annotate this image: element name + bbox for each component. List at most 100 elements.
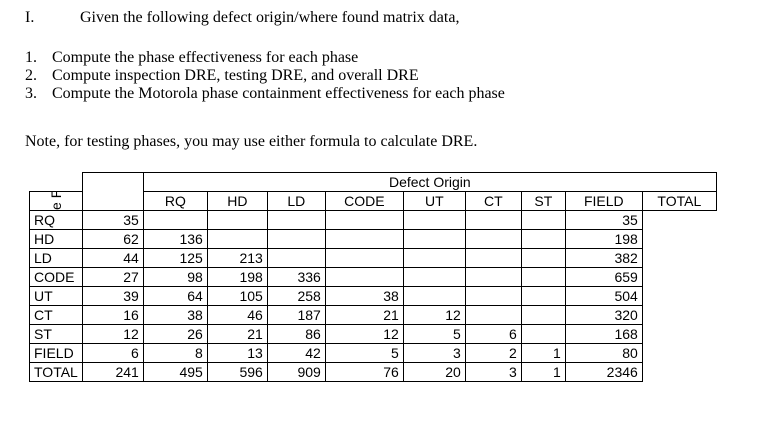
table-cell: 76: [324, 362, 404, 382]
list-item-number: 1.: [25, 49, 37, 66]
column-header: LD: [266, 191, 326, 211]
table-cell: 62: [81, 229, 144, 249]
row-header: FIELD: [29, 343, 83, 363]
table-cell: 86: [266, 324, 326, 344]
table-cell: [402, 286, 466, 306]
column-header: UT: [402, 191, 466, 211]
table-row: FIELD 6 8 13 42 5 3 2 1 80: [29, 343, 717, 363]
table-cell: [266, 229, 326, 249]
defect-origin-header: Defect Origin: [142, 172, 717, 192]
row-header: HD: [29, 229, 83, 249]
table-cell: 6: [81, 343, 144, 363]
defect-matrix-table: Defect Origin Where Found RQ HD LD CODE …: [29, 172, 717, 382]
table-cell: [324, 229, 404, 249]
table-cell: [464, 229, 522, 249]
table-cell: [402, 267, 466, 287]
table-cell: [464, 267, 522, 287]
table-cell: [402, 229, 466, 249]
table-row: CT 16 38 46 187 21 12 320: [29, 305, 717, 325]
row-header: CT: [29, 305, 83, 325]
table-cell: 213: [206, 248, 268, 268]
table-cell: 3: [464, 362, 522, 382]
table-cell: 909: [266, 362, 326, 382]
table-cell: 12: [324, 324, 404, 344]
column-header: CODE: [324, 191, 404, 211]
table-cell: 105: [206, 286, 268, 306]
table-cell: [464, 286, 522, 306]
table-cell: 12: [81, 324, 144, 344]
table-cell: 38: [142, 305, 208, 325]
table-cell: 38: [324, 286, 404, 306]
table-cell: 39: [81, 286, 144, 306]
row-header: CODE: [29, 267, 83, 287]
table-cell: [520, 267, 566, 287]
table-cell: 125: [142, 248, 208, 268]
table-cell: 20: [402, 362, 466, 382]
table-cell: 659: [564, 267, 643, 287]
table-row: LD 44 125 213 382: [29, 248, 717, 268]
list-item-number: 3.: [25, 85, 37, 102]
table-cell: 504: [564, 286, 643, 306]
row-header: LD: [29, 248, 83, 268]
list-item: 2. Compute inspection DRE, testing DRE, …: [25, 67, 505, 85]
table-cell: [464, 248, 522, 268]
table-cell: 1: [520, 343, 566, 363]
table-cell: [520, 305, 566, 325]
table-cell: 21: [324, 305, 404, 325]
table-cell: 1: [520, 362, 566, 382]
list-item-text: Compute the phase effectiveness for each…: [52, 49, 359, 66]
column-header: FIELD: [564, 191, 643, 211]
table-cell: 2346: [564, 362, 643, 382]
column-header: ST: [520, 191, 566, 211]
note-text: Note, for testing phases, you may use ei…: [25, 133, 478, 150]
table-cell: 42: [266, 343, 326, 363]
table-cell: [464, 210, 522, 230]
table-cell: 5: [324, 343, 404, 363]
table-cell: [520, 248, 566, 268]
table-cell: [520, 286, 566, 306]
table-cell: 382: [564, 248, 643, 268]
corner-blank: [81, 191, 144, 211]
table-cell: [520, 229, 566, 249]
table-cell: 80: [564, 343, 643, 363]
column-header: TOTAL: [641, 191, 717, 211]
table-cell: 98: [142, 267, 208, 287]
where-found-label: Where Found: [29, 191, 83, 211]
table-cell: [324, 248, 404, 268]
table-cell: [266, 210, 326, 230]
table-row: HD 62 136 198: [29, 229, 717, 249]
table-cell: 44: [81, 248, 144, 268]
table-cell: 46: [206, 305, 268, 325]
table-cell: 168: [564, 324, 643, 344]
column-header: CT: [464, 191, 522, 211]
table-cell: [324, 267, 404, 287]
table-cell: [520, 324, 566, 344]
row-header: UT: [29, 286, 83, 306]
table-cell: [324, 210, 404, 230]
table-cell: 8: [142, 343, 208, 363]
corner-blank: [29, 172, 83, 192]
list-item: 1. Compute the phase effectiveness for e…: [25, 49, 505, 67]
table-cell: 3: [402, 343, 466, 363]
table-cell: 495: [142, 362, 208, 382]
table-cell: [206, 210, 268, 230]
table-cell: 596: [206, 362, 268, 382]
task-list: 1. Compute the phase effectiveness for e…: [25, 49, 505, 103]
row-header: TOTAL: [29, 362, 83, 382]
table-cell: 6: [464, 324, 522, 344]
table-cell: [206, 229, 268, 249]
intro-text: Given the following defect origin/where …: [80, 9, 460, 26]
table-cell: 187: [266, 305, 326, 325]
table-cell: [464, 305, 522, 325]
table-row: UT 39 64 105 258 38 504: [29, 286, 717, 306]
table-row: RQ 35 35: [29, 210, 717, 230]
table-cell: 241: [81, 362, 144, 382]
table-cell: 198: [564, 229, 643, 249]
table-cell: 13: [206, 343, 268, 363]
table-cell: [520, 210, 566, 230]
table-row: TOTAL 241 495 596 909 76 20 3 1 2346: [29, 362, 717, 382]
table-cell: 35: [81, 210, 144, 230]
column-header: RQ: [142, 191, 208, 211]
row-header: ST: [29, 324, 83, 344]
table-cell: 16: [81, 305, 144, 325]
